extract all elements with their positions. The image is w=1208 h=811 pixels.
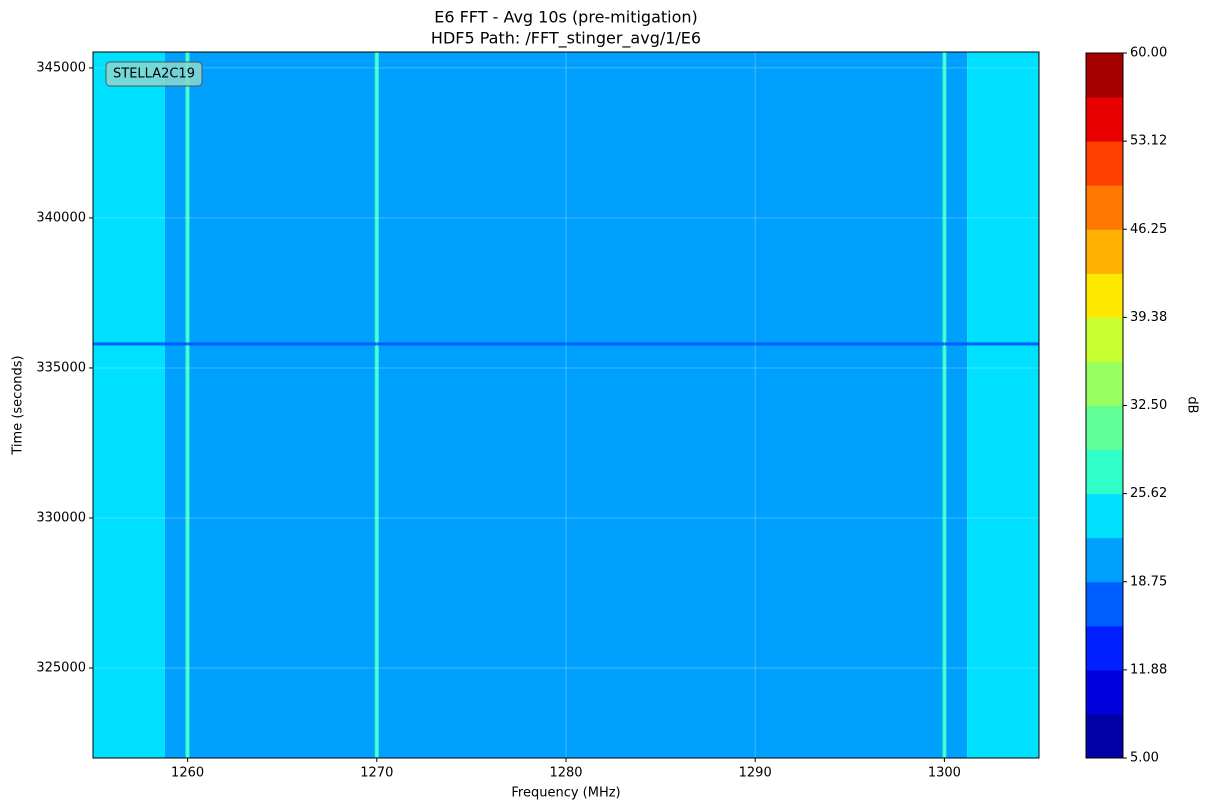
x-tick-label: 1280 xyxy=(549,766,582,781)
colorbar-tick-label: 32.50 xyxy=(1130,398,1167,413)
heatmap-column xyxy=(378,52,943,758)
colorbar-segment xyxy=(1086,713,1123,759)
colorbar-segment xyxy=(1086,97,1123,142)
colorbar-segment xyxy=(1086,669,1123,715)
heatmap-column xyxy=(189,52,375,758)
heatmap-column xyxy=(967,52,1039,758)
heatmap-row-band xyxy=(93,342,1039,346)
colorbar-segment xyxy=(1086,537,1123,583)
y-axis-label: Time (seconds) xyxy=(11,355,26,455)
colorbar-tick-label: 53.12 xyxy=(1130,134,1167,149)
y-tick-label: 325000 xyxy=(36,660,86,675)
heatmap-column xyxy=(93,52,165,758)
heatmap-column xyxy=(185,52,190,758)
y-tick-label: 335000 xyxy=(36,360,86,375)
colorbar-segment xyxy=(1086,449,1123,495)
colorbar-tick-label: 39.38 xyxy=(1130,310,1167,325)
colorbar-segment xyxy=(1086,493,1123,539)
x-tick-label: 1270 xyxy=(360,766,393,781)
colorbar-segment xyxy=(1086,141,1123,186)
x-tick-label: 1300 xyxy=(928,766,961,781)
colorbar-segment xyxy=(1086,405,1123,451)
colorbar-segment xyxy=(1086,229,1123,274)
colorbar-tick-label: 11.88 xyxy=(1130,662,1167,677)
colorbar-tick-label: 46.25 xyxy=(1130,222,1167,237)
x-tick-label: 1260 xyxy=(171,766,204,781)
colorbar-segment xyxy=(1086,361,1123,406)
colorbar-segment xyxy=(1086,625,1123,671)
heatmap-column xyxy=(164,52,186,758)
colorbar-tick-label: 18.75 xyxy=(1130,574,1167,589)
plot-frame xyxy=(92,51,1040,759)
chart-subtitle: HDF5 Path: /FFT_stinger_avg/1/E6 xyxy=(431,29,701,49)
x-axis-label: Frequency (MHz) xyxy=(511,786,620,801)
y-tick-label: 330000 xyxy=(36,510,86,525)
annotation: STELLA2C19 xyxy=(113,67,195,82)
colorbar-label: dB xyxy=(1185,396,1200,413)
colorbar-tick-label: 60.00 xyxy=(1130,46,1167,61)
heatmap-column xyxy=(374,52,379,758)
colorbar-segment xyxy=(1086,317,1123,362)
heatmap-column xyxy=(946,52,968,758)
colorbar-segment xyxy=(1086,185,1123,230)
chart-title: E6 FFT - Avg 10s (pre-mitigation) xyxy=(434,8,698,27)
colorbar-tick-label: 25.62 xyxy=(1130,486,1167,501)
x-tick-label: 1290 xyxy=(739,766,772,781)
colorbar-segment xyxy=(1086,273,1123,318)
colorbar-segment xyxy=(1086,581,1123,627)
y-tick-label: 345000 xyxy=(36,60,86,75)
colorbar-tick-label: 5.00 xyxy=(1130,751,1159,766)
heatmap-column xyxy=(942,52,947,758)
colorbar-segment xyxy=(1086,53,1123,98)
y-tick-label: 340000 xyxy=(36,210,86,225)
annotation-box xyxy=(105,61,203,87)
